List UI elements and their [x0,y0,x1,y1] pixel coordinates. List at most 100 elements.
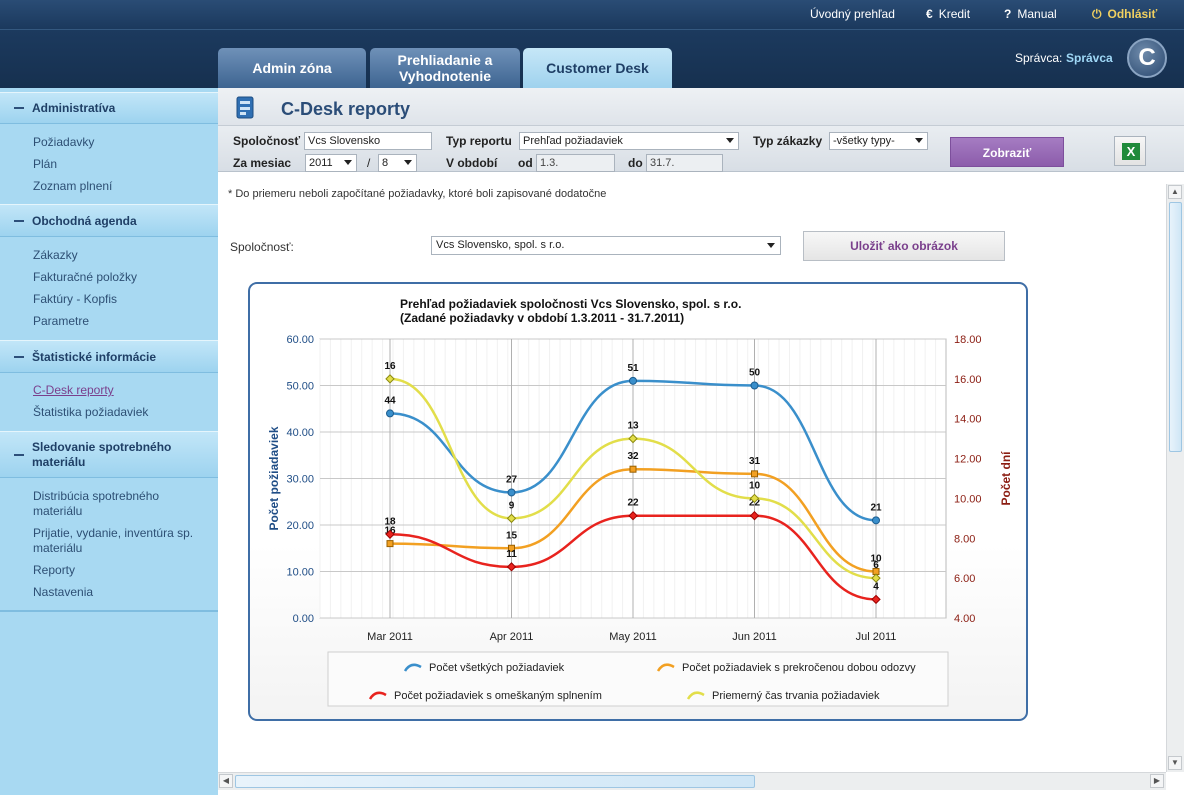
x-tick-label: Mar 2011 [367,631,413,643]
data-point [872,516,880,525]
data-point [751,470,758,478]
sidebar-item-invoices-kopfis[interactable]: Faktúry - Kopfis [33,292,118,306]
manual-link[interactable]: ? Manual [1004,7,1057,21]
data-label: 15 [506,530,518,541]
sidebar-item-orders[interactable]: Zákazky [33,248,78,262]
y-right-tick-label: 8.00 [954,533,975,545]
collapse-icon [14,107,24,109]
average-note: * Do priemeru neboli započítané požiadav… [228,188,607,200]
sidebar-item-fulfillment-list[interactable]: Zoznam plnení [33,179,113,193]
from-label: od [518,156,533,170]
scroll-down-icon[interactable]: ▼ [1168,756,1182,770]
chart-subtitle: (Zadané požiadavky v období 1.3.2011 - 3… [400,311,684,325]
x-tick-label: Apr 2011 [490,631,534,643]
main-content: C-Desk reporty Spoločnosť Vcs Slovensko … [218,88,1184,795]
data-point [506,513,517,524]
sidebar-item-settings[interactable]: Nastavenia [33,585,94,599]
sidebar-section-statistics[interactable]: Štatistické informácie [0,340,218,373]
order-type-select[interactable]: -všetky typy- [829,132,928,150]
chart-title: Prehľad požiadaviek spoločnosti Vcs Slov… [400,297,741,311]
legend-label: Priemerný čas trvania požiadaviek [712,690,880,702]
sidebar-item-reports[interactable]: Reporty [33,563,76,577]
data-point [749,493,760,504]
data-point [508,544,515,552]
data-point [628,433,638,444]
legend-box [327,651,949,707]
y-left-tick-label: 10.00 [286,567,314,579]
scroll-right-icon[interactable]: ▶ [1150,774,1164,788]
sidebar-item-plan[interactable]: Plán [33,157,58,171]
horizontal-scroll-thumb[interactable] [235,775,755,788]
sidebar: Administratíva Požiadavky Plán Zoznam pl… [0,88,218,795]
company-select-value: Vcs Slovensko, spol. s r.o. [436,239,565,251]
logout-link[interactable]: ⏻ Odhlásiť [1092,7,1157,22]
tab-customer-desk[interactable]: Customer Desk [523,48,672,88]
tab-admin-zone[interactable]: Admin zóna [218,48,366,88]
show-button[interactable]: Zobraziť [950,137,1064,167]
legend-swatch [686,691,705,700]
company-select[interactable]: Vcs Slovensko, spol. s r.o. [431,236,781,255]
report-type-value: Prehľad požiadaviek [523,135,623,147]
top-links-band [0,0,1184,30]
report-icon [236,96,254,119]
sidebar-item-distribution[interactable]: Distribúcia spotrebného materiálu [33,489,160,518]
sidebar-item-receive-issue-inventory[interactable]: Prijatie, vydanie, inventúra sp. materiá… [33,526,194,555]
sidebar-section-business-agenda[interactable]: Obchodná agenda [0,204,218,237]
export-excel-button[interactable]: X [1114,136,1146,166]
page-title-bar: C-Desk reporty [218,88,1184,126]
data-point [506,562,517,572]
sidebar-section-administrativa[interactable]: Administratíva [0,92,218,124]
company-filter-input[interactable]: Vcs Slovensko [304,132,432,150]
scroll-up-icon[interactable]: ▲ [1168,185,1182,199]
user-label: Správca: [1015,51,1063,65]
data-label: 4 [873,581,879,592]
sidebar-section-label: Obchodná agenda [32,213,137,228]
collapse-icon [14,219,24,222]
data-point [871,573,881,583]
excel-icon: X [1122,143,1140,160]
report-type-label: Typ reportu [446,134,512,148]
from-date-input[interactable]: 1.3. [536,154,615,172]
legend-label: Počet všetkých požiadaviek [429,662,565,674]
data-point [749,510,760,521]
to-date-input[interactable]: 31.7. [646,154,723,172]
sidebar-item-parameters[interactable]: Parametre [33,314,90,328]
sidebar-item-request-stats[interactable]: Štatistika požiadaviek [33,405,149,419]
vertical-scrollbar[interactable]: ▲ ▼ [1166,184,1184,772]
data-label: 18 [384,516,396,527]
month-select[interactable]: 8 [378,154,417,172]
collapse-icon [14,355,24,358]
year-select[interactable]: 2011 [305,154,357,172]
page-title: C-Desk reporty [281,99,411,119]
company-filter-label: Spoločnosť [233,134,301,148]
data-label: 44 [384,395,396,406]
sidebar-section-consumables[interactable]: Sledovanie spotrebného materiálu [0,431,218,478]
sidebar-item-requests[interactable]: Požiadavky [33,135,95,149]
credit-link[interactable]: € Kredit [926,7,970,21]
data-label: 27 [506,474,518,485]
overview-link[interactable]: Úvodný prehľad [810,7,895,21]
vertical-scroll-thumb[interactable] [1169,202,1182,452]
series-line [389,377,877,580]
sidebar-item-cdesk-reports[interactable]: C-Desk reporty [33,383,114,397]
power-icon: ⏻ [1092,7,1102,21]
horizontal-scrollbar[interactable]: ◀ ▶ [218,772,1166,790]
y-right-tick-label: 16.00 [954,374,982,386]
tab-browse-evaluate[interactable]: Prehliadanie a Vyhodnotenie [370,48,520,88]
y-right-tick-label: 18.00 [954,334,982,346]
data-point [386,540,394,548]
to-label: do [628,156,643,170]
data-point [385,529,395,540]
question-icon: ? [1004,7,1012,21]
y-right-tick-label: 14.00 [954,414,982,426]
sidebar-item-invoice-items[interactable]: Fakturačné položky [33,270,138,284]
data-label: 10 [870,554,882,565]
save-as-image-button[interactable]: Uložiť ako obrázok [803,231,1005,261]
data-point [871,594,881,605]
report-type-select[interactable]: Prehľad požiadaviek [519,132,739,150]
order-type-value: -všetky typy- [833,135,895,147]
user-name[interactable]: Správca [1066,51,1113,65]
scroll-left-icon[interactable]: ◀ [219,774,233,788]
chevron-down-icon [726,138,734,143]
chevron-down-icon [915,138,923,143]
